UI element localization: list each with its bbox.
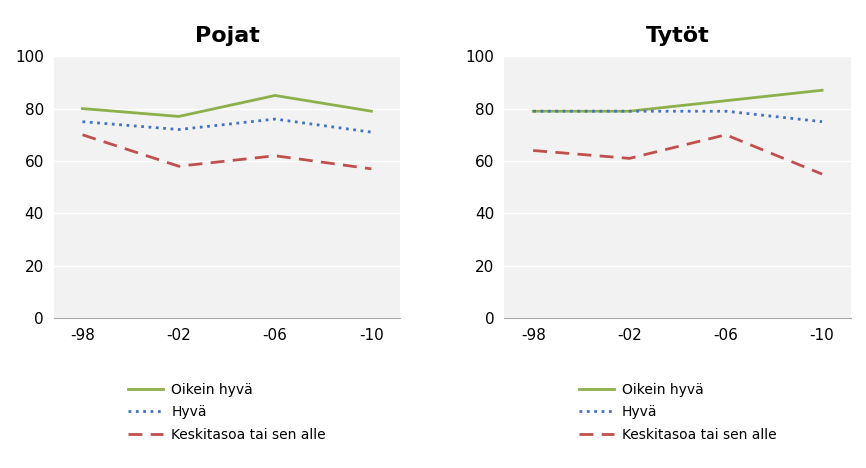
Title: Pojat: Pojat — [195, 26, 260, 46]
Legend: Oikein hyvä, Hyvä, Keskitasoa tai sen alle: Oikein hyvä, Hyvä, Keskitasoa tai sen al… — [578, 383, 777, 441]
Title: Tytöt: Tytöt — [646, 26, 709, 46]
Legend: Oikein hyvä, Hyvä, Keskitasoa tai sen alle: Oikein hyvä, Hyvä, Keskitasoa tai sen al… — [128, 383, 326, 441]
